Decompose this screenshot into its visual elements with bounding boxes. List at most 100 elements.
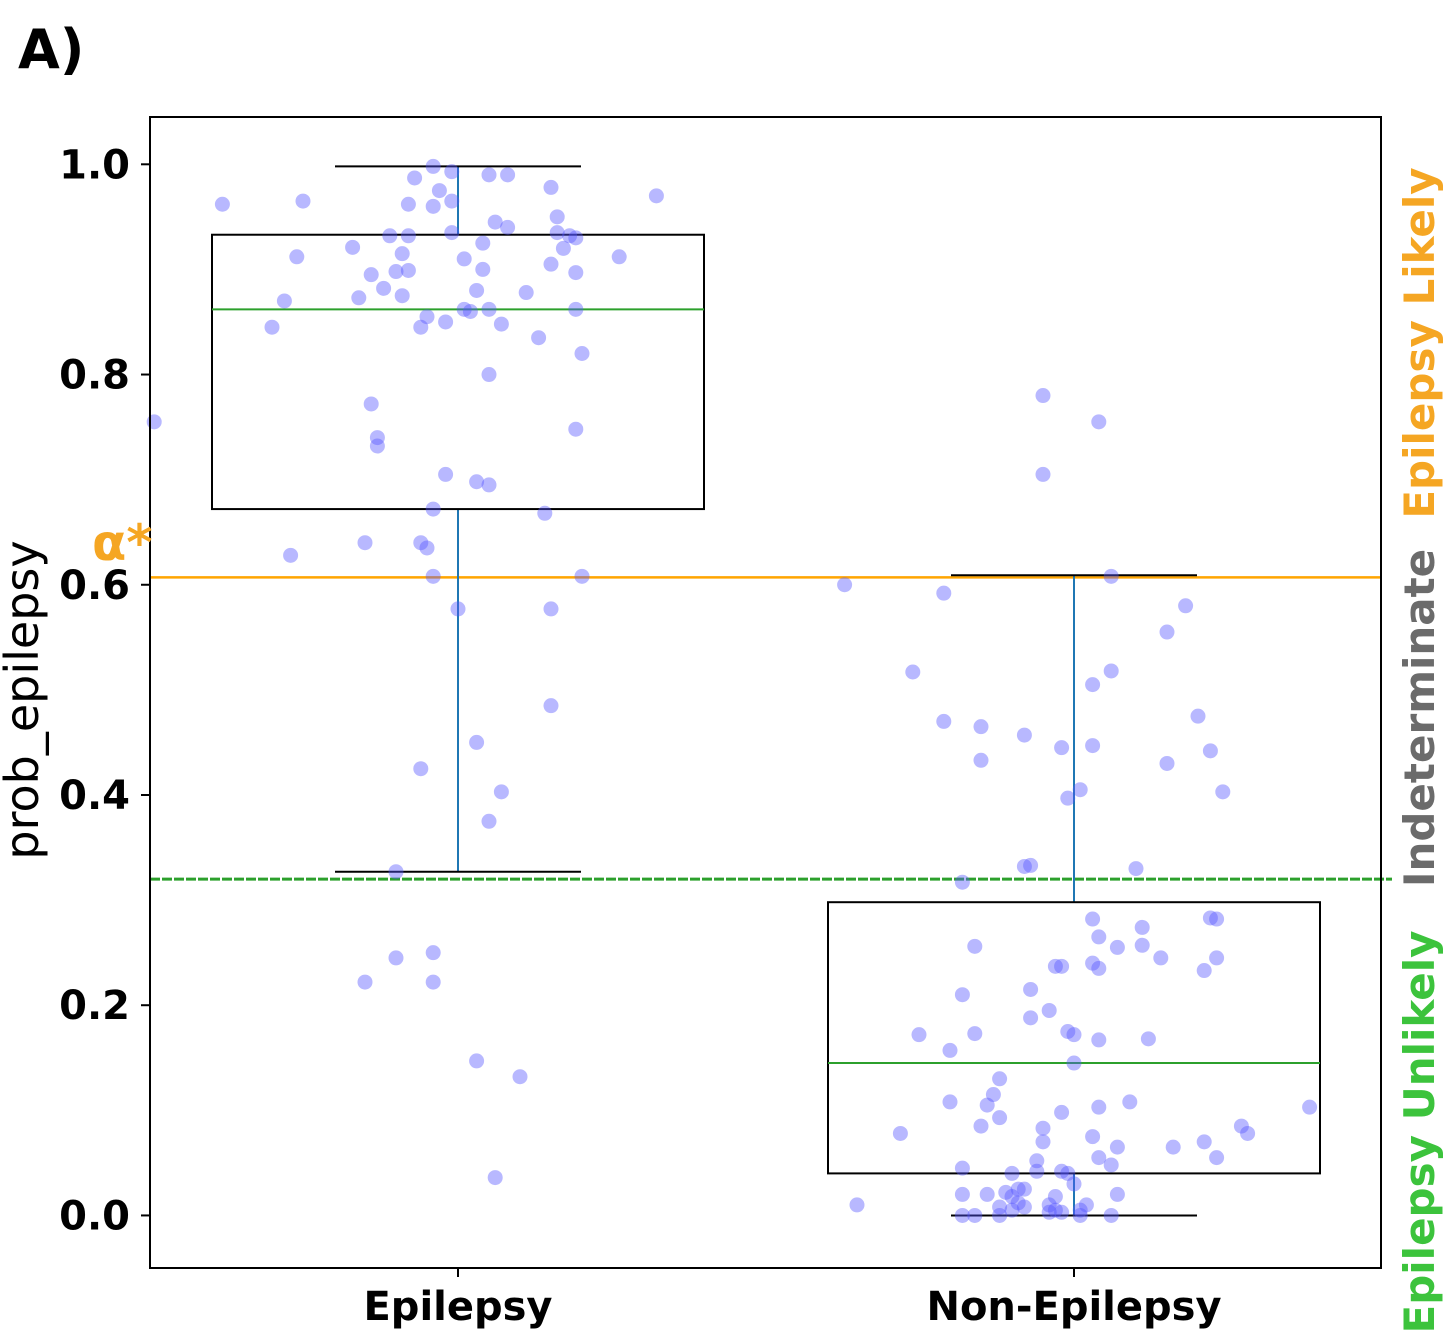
data-point	[487, 214, 503, 230]
data-point	[1190, 708, 1206, 724]
data-point	[1153, 950, 1169, 966]
data-point	[413, 761, 429, 777]
data-point	[475, 235, 491, 251]
data-point	[568, 230, 584, 246]
data-point	[425, 198, 441, 214]
region-label-unlikely: Epilepsy Unlikely	[1395, 931, 1444, 1333]
data-point	[1085, 955, 1101, 971]
box-layer	[211, 165, 1321, 1217]
data-point	[512, 1069, 528, 1085]
data-point	[1109, 1139, 1125, 1155]
data-point	[549, 209, 565, 225]
data-point	[419, 540, 435, 556]
data-point	[892, 1125, 908, 1141]
data-point	[431, 183, 447, 199]
data-point	[518, 285, 534, 301]
data-point	[992, 1110, 1008, 1126]
data-point	[562, 228, 578, 244]
y-axis: 0.0 0.2 0.4 0.6 0.8 1.0	[59, 142, 150, 1239]
data-point	[998, 1184, 1014, 1200]
data-point	[1091, 414, 1107, 430]
data-point	[1091, 929, 1107, 945]
data-point	[954, 1207, 970, 1223]
data-point	[1085, 738, 1101, 754]
data-point	[1178, 598, 1194, 614]
data-point	[1159, 624, 1175, 640]
data-point	[1072, 1207, 1088, 1223]
data-point	[1209, 1150, 1225, 1166]
data-point	[388, 264, 404, 280]
data-point	[425, 501, 441, 517]
data-point	[444, 164, 460, 180]
data-point	[1054, 1104, 1070, 1120]
data-point	[849, 1197, 865, 1213]
data-point	[276, 293, 292, 309]
data-point	[973, 719, 989, 735]
data-point	[1085, 911, 1101, 927]
data-point	[413, 535, 429, 551]
data-point	[1054, 1204, 1070, 1220]
data-point	[911, 1027, 927, 1043]
data-point	[1122, 1094, 1138, 1110]
data-point	[1060, 1023, 1076, 1039]
data-point	[357, 974, 373, 990]
data-point	[1103, 1207, 1119, 1223]
iqr-box	[827, 901, 1321, 1175]
data-point	[973, 752, 989, 768]
data-point	[469, 474, 485, 490]
data-point	[1066, 1055, 1082, 1071]
data-point	[283, 547, 299, 563]
data-point	[388, 864, 404, 880]
y-tick-label: 0.6	[59, 563, 130, 609]
data-point	[369, 438, 385, 454]
data-point	[905, 664, 921, 680]
data-point	[413, 319, 429, 335]
data-point	[1128, 861, 1144, 877]
data-point	[289, 249, 305, 265]
data-point	[1023, 1010, 1039, 1026]
data-point	[400, 228, 416, 244]
data-point	[1109, 939, 1125, 955]
data-point	[1060, 790, 1076, 806]
data-point	[1004, 1165, 1020, 1181]
data-point	[456, 301, 472, 317]
data-point	[1016, 1199, 1032, 1215]
data-point	[973, 1118, 989, 1134]
y-tick-label: 0.8	[59, 353, 130, 399]
data-point	[1134, 919, 1150, 935]
data-point	[388, 950, 404, 966]
y-tick-label: 1.0	[59, 142, 130, 188]
data-point	[1134, 937, 1150, 953]
data-point	[394, 288, 410, 304]
data-point	[992, 1207, 1008, 1223]
data-point	[1091, 1032, 1107, 1048]
panel-label: A)	[18, 18, 84, 81]
data-point	[967, 1026, 983, 1042]
data-point	[1109, 1186, 1125, 1202]
data-point	[1035, 1120, 1051, 1136]
data-point	[1209, 911, 1225, 927]
data-point	[942, 1094, 958, 1110]
data-point	[1066, 1027, 1082, 1043]
data-point	[1103, 663, 1119, 679]
region-label-likely: Epilepsy Likely	[1395, 167, 1444, 518]
x-tick-label: Epilepsy	[363, 1284, 552, 1330]
data-point	[574, 568, 590, 584]
data-point	[574, 346, 590, 362]
data-point	[1085, 677, 1101, 693]
data-point	[363, 267, 379, 283]
data-point	[1060, 1165, 1076, 1181]
data-point	[444, 225, 460, 241]
data-point	[425, 945, 441, 961]
data-point	[425, 158, 441, 174]
data-point	[967, 1207, 983, 1223]
data-point	[1202, 743, 1218, 759]
data-point	[369, 430, 385, 446]
data-point	[1047, 1202, 1063, 1218]
x-axis: Epilepsy Non-Epilepsy	[363, 1268, 1222, 1330]
data-point	[979, 1097, 995, 1113]
data-point	[1041, 1204, 1057, 1220]
box-non-epilepsy	[827, 574, 1321, 1217]
data-point	[1159, 755, 1175, 771]
data-point	[1072, 1202, 1088, 1218]
